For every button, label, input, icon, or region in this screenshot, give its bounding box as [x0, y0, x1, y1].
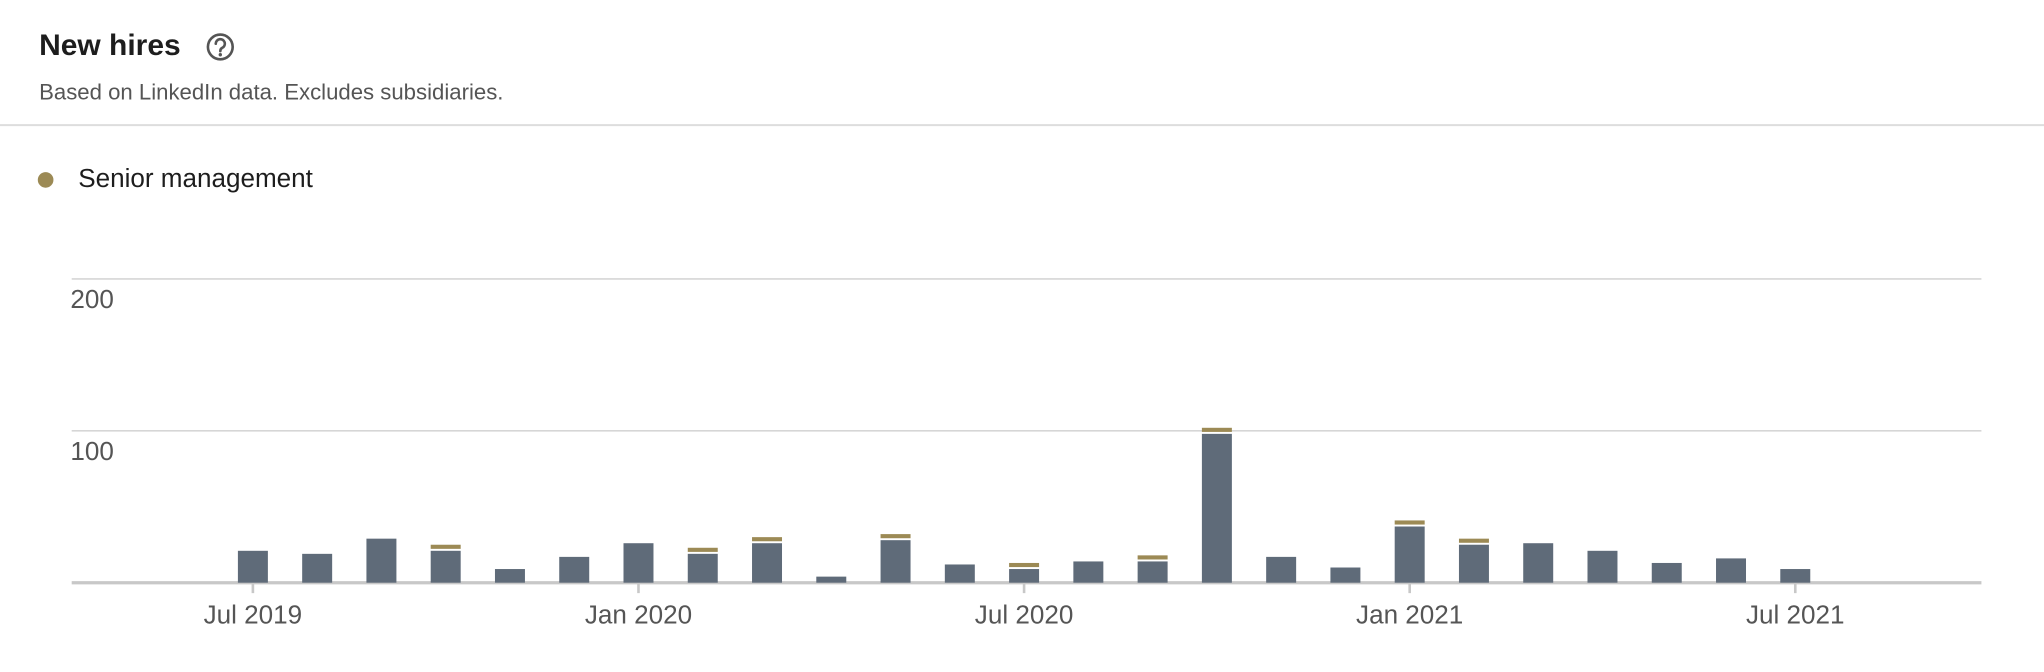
- bar-segment: [559, 556, 590, 583]
- bar-segment: [816, 576, 847, 583]
- bar-segment: [1716, 558, 1747, 583]
- bar-segment: [1394, 520, 1425, 525]
- bar-segment: [1651, 562, 1682, 583]
- bar-segment: [1523, 543, 1554, 583]
- bar-segment: [1201, 433, 1232, 583]
- y-tick-label: 100: [70, 436, 113, 466]
- help-icon[interactable]: [206, 33, 234, 61]
- bar-segment: [687, 547, 718, 552]
- bar-segment: [1587, 550, 1618, 583]
- card-title: New hires: [39, 29, 181, 62]
- x-tick-label: Jul 2021: [1746, 599, 1845, 629]
- bar-segment: [880, 534, 911, 539]
- bar-segment: [752, 543, 783, 583]
- card-subtitle: Based on LinkedIn data. Excludes subsidi…: [39, 80, 503, 105]
- bar-segment: [1137, 555, 1168, 560]
- bar-segment: [1137, 561, 1168, 583]
- bar-segment: [1266, 556, 1297, 583]
- bar-segment: [366, 538, 397, 583]
- bar-segment: [1330, 567, 1361, 583]
- bar-segment: [1009, 562, 1040, 568]
- bar-segment: [1458, 538, 1489, 543]
- bar-segment: [494, 569, 525, 583]
- bar-segment: [687, 553, 718, 583]
- bar-segment: [752, 537, 783, 542]
- x-tick-label: Jul 2020: [975, 599, 1074, 629]
- y-tick-label: 200: [70, 284, 113, 314]
- bar-segment: [430, 550, 461, 583]
- legend-label: Senior management: [78, 163, 313, 193]
- bar-segment: [1009, 569, 1040, 583]
- x-tick-label: Jan 2021: [1356, 599, 1463, 629]
- bar-segment: [302, 553, 333, 583]
- bar-segment: [1458, 544, 1489, 583]
- x-tick-label: Jan 2020: [585, 599, 692, 629]
- bar-segment: [1073, 561, 1104, 583]
- legend-marker: [37, 172, 54, 188]
- bar-segment: [944, 564, 975, 583]
- bar-segment: [430, 544, 461, 549]
- bar-segment: [623, 543, 654, 583]
- x-tick-label: Jul 2019: [204, 599, 303, 629]
- bar-segment: [1394, 526, 1425, 583]
- bar-segment: [880, 540, 911, 583]
- bar-segment: [1780, 569, 1811, 583]
- bar-segment: [1201, 427, 1232, 432]
- bar-segment: [237, 550, 268, 583]
